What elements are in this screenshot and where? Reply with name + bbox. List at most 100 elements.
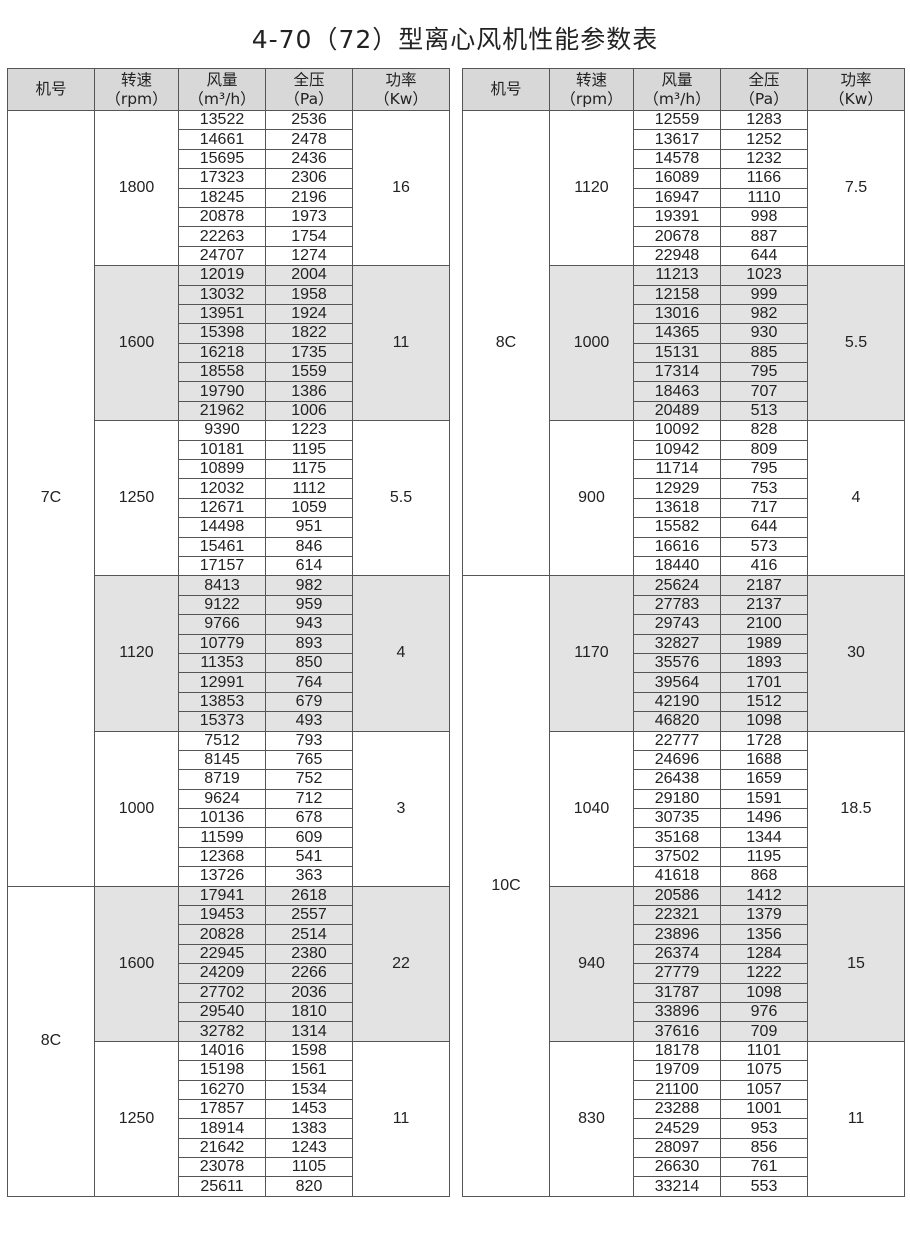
pressure-cell: 887: [720, 226, 808, 247]
model-cell: 7C: [7, 110, 95, 887]
table-row: 12991 764: [8, 672, 450, 693]
table-row: 35168 1344: [463, 827, 905, 848]
speed-cell: 1600: [94, 885, 179, 1042]
flow-cell: 20586: [633, 885, 721, 907]
header-pressure-label: 全压: [748, 70, 780, 89]
flow-cell: 13617: [633, 129, 721, 150]
power-cell: 4: [352, 575, 450, 732]
flow-cell: 35168: [633, 827, 721, 848]
pressure-cell: 1283: [720, 109, 808, 131]
speed-cell: 1000: [94, 730, 179, 887]
speed-cell: 1250: [94, 420, 179, 577]
pressure-cell: 761: [720, 1157, 808, 1178]
pressure-cell: 2004: [265, 265, 353, 286]
flow-cell: 24707: [178, 245, 266, 267]
power-cell: 11: [807, 1040, 905, 1197]
speed-cell: 940: [549, 885, 634, 1042]
flow-cell: 37502: [633, 846, 721, 868]
flow-cell: 7512: [178, 730, 266, 751]
header-power-label: 功率: [840, 70, 872, 89]
header-pressure-label: 全压: [293, 70, 325, 89]
flow-cell: 33214: [633, 1176, 721, 1197]
flow-cell: 17857: [178, 1098, 266, 1120]
flow-cell: 16947: [633, 187, 721, 208]
flow-cell: 15582: [633, 517, 721, 538]
table-row: 1000 11213 1023 5.5: [463, 265, 905, 422]
flow-cell: 26374: [633, 943, 721, 965]
pressure-cell: 930: [720, 323, 808, 344]
table-row: 27779 1222: [463, 963, 905, 984]
flow-cell: 17323: [178, 168, 266, 189]
pressure-cell: 828: [720, 420, 808, 441]
pressure-cell: 795: [720, 459, 808, 480]
flow-cell: 9766: [178, 614, 266, 635]
flow-cell: 15461: [178, 536, 266, 557]
table-row: 1250 9390 1223 5.5: [8, 420, 450, 577]
table-row: 23078 1105: [8, 1157, 450, 1178]
flow-cell: 41618: [633, 866, 721, 887]
flow-cell: 13032: [178, 284, 266, 305]
flow-cell: 10181: [178, 439, 266, 461]
flow-cell: 24529: [633, 1118, 721, 1139]
flow-cell: 23896: [633, 924, 721, 945]
pressure-cell: 1232: [720, 148, 808, 170]
flow-cell: 18463: [633, 381, 721, 402]
flow-cell: 12019: [178, 265, 266, 286]
flow-cell: 22777: [633, 730, 721, 751]
power-cell: 11: [352, 265, 450, 422]
pressure-cell: 2514: [265, 924, 353, 945]
pressure-cell: 951: [265, 517, 353, 538]
header-speed-label: 转速: [120, 70, 152, 89]
table-row: 10C 1170 25624 2187 30: [462, 575, 905, 1197]
table-row: 29540 1810: [8, 1001, 450, 1023]
flow-cell: 13951: [178, 303, 266, 325]
table-row: 11714 795: [463, 459, 905, 480]
pressure-cell: 1591: [720, 788, 808, 810]
pressure-cell: 998: [720, 206, 808, 228]
header-power: 功率 （Kw）: [807, 68, 905, 111]
pressure-cell: 982: [720, 303, 808, 325]
pressure-cell: 513: [720, 400, 808, 422]
power-cell: 15: [807, 885, 905, 1042]
speed-cell: 1120: [94, 575, 179, 732]
pressure-cell: 1057: [720, 1079, 808, 1100]
power-cell: 18.5: [807, 730, 905, 887]
table-row: 1600 12019 2004 11: [8, 265, 450, 422]
header-row: 机号 转速 （rpm） 风量 （m³/h） 全压 （Pa） 功率 （Kw）: [462, 68, 905, 111]
flow-cell: 16089: [633, 168, 721, 189]
pressure-cell: 1101: [720, 1040, 808, 1062]
pressure-cell: 1252: [720, 129, 808, 150]
pressure-cell: 363: [265, 866, 353, 887]
flow-cell: 10942: [633, 439, 721, 461]
power-cell: 11: [352, 1040, 450, 1197]
pressure-cell: 753: [720, 478, 808, 499]
pressure-cell: 850: [265, 652, 353, 674]
flow-cell: 18558: [178, 362, 266, 383]
pressure-cell: 1822: [265, 323, 353, 344]
pressure-cell: 709: [720, 1021, 808, 1042]
table-row: 30735 1496: [463, 808, 905, 829]
pressure-cell: 765: [265, 749, 353, 771]
table-row: 19391 998: [463, 206, 905, 228]
header-model: 机号: [7, 68, 95, 111]
table-row: 16089 1166: [463, 168, 905, 189]
table-row: 13951 1924: [8, 303, 450, 325]
speed-cell: 900: [549, 420, 634, 577]
pressure-cell: 2618: [265, 885, 353, 907]
table-row: 15461 846: [8, 536, 450, 557]
flow-cell: 23078: [178, 1157, 266, 1178]
speed-cell: 1000: [549, 265, 634, 422]
pressure-cell: 2478: [265, 129, 353, 150]
pressure-cell: 1383: [265, 1118, 353, 1139]
pressure-cell: 493: [265, 711, 353, 732]
flow-cell: 16218: [178, 342, 266, 364]
pressure-cell: 1728: [720, 730, 808, 751]
pressure-cell: 1453: [265, 1098, 353, 1120]
speed-cell: 830: [549, 1040, 634, 1197]
pressure-cell: 1924: [265, 303, 353, 325]
table-row: 16270 1534: [8, 1079, 450, 1100]
table-row: 14661 2478: [8, 129, 450, 150]
table-row: 29743 2100: [463, 614, 905, 635]
flow-cell: 31787: [633, 982, 721, 1003]
table-row: 21962 1006: [8, 400, 450, 422]
